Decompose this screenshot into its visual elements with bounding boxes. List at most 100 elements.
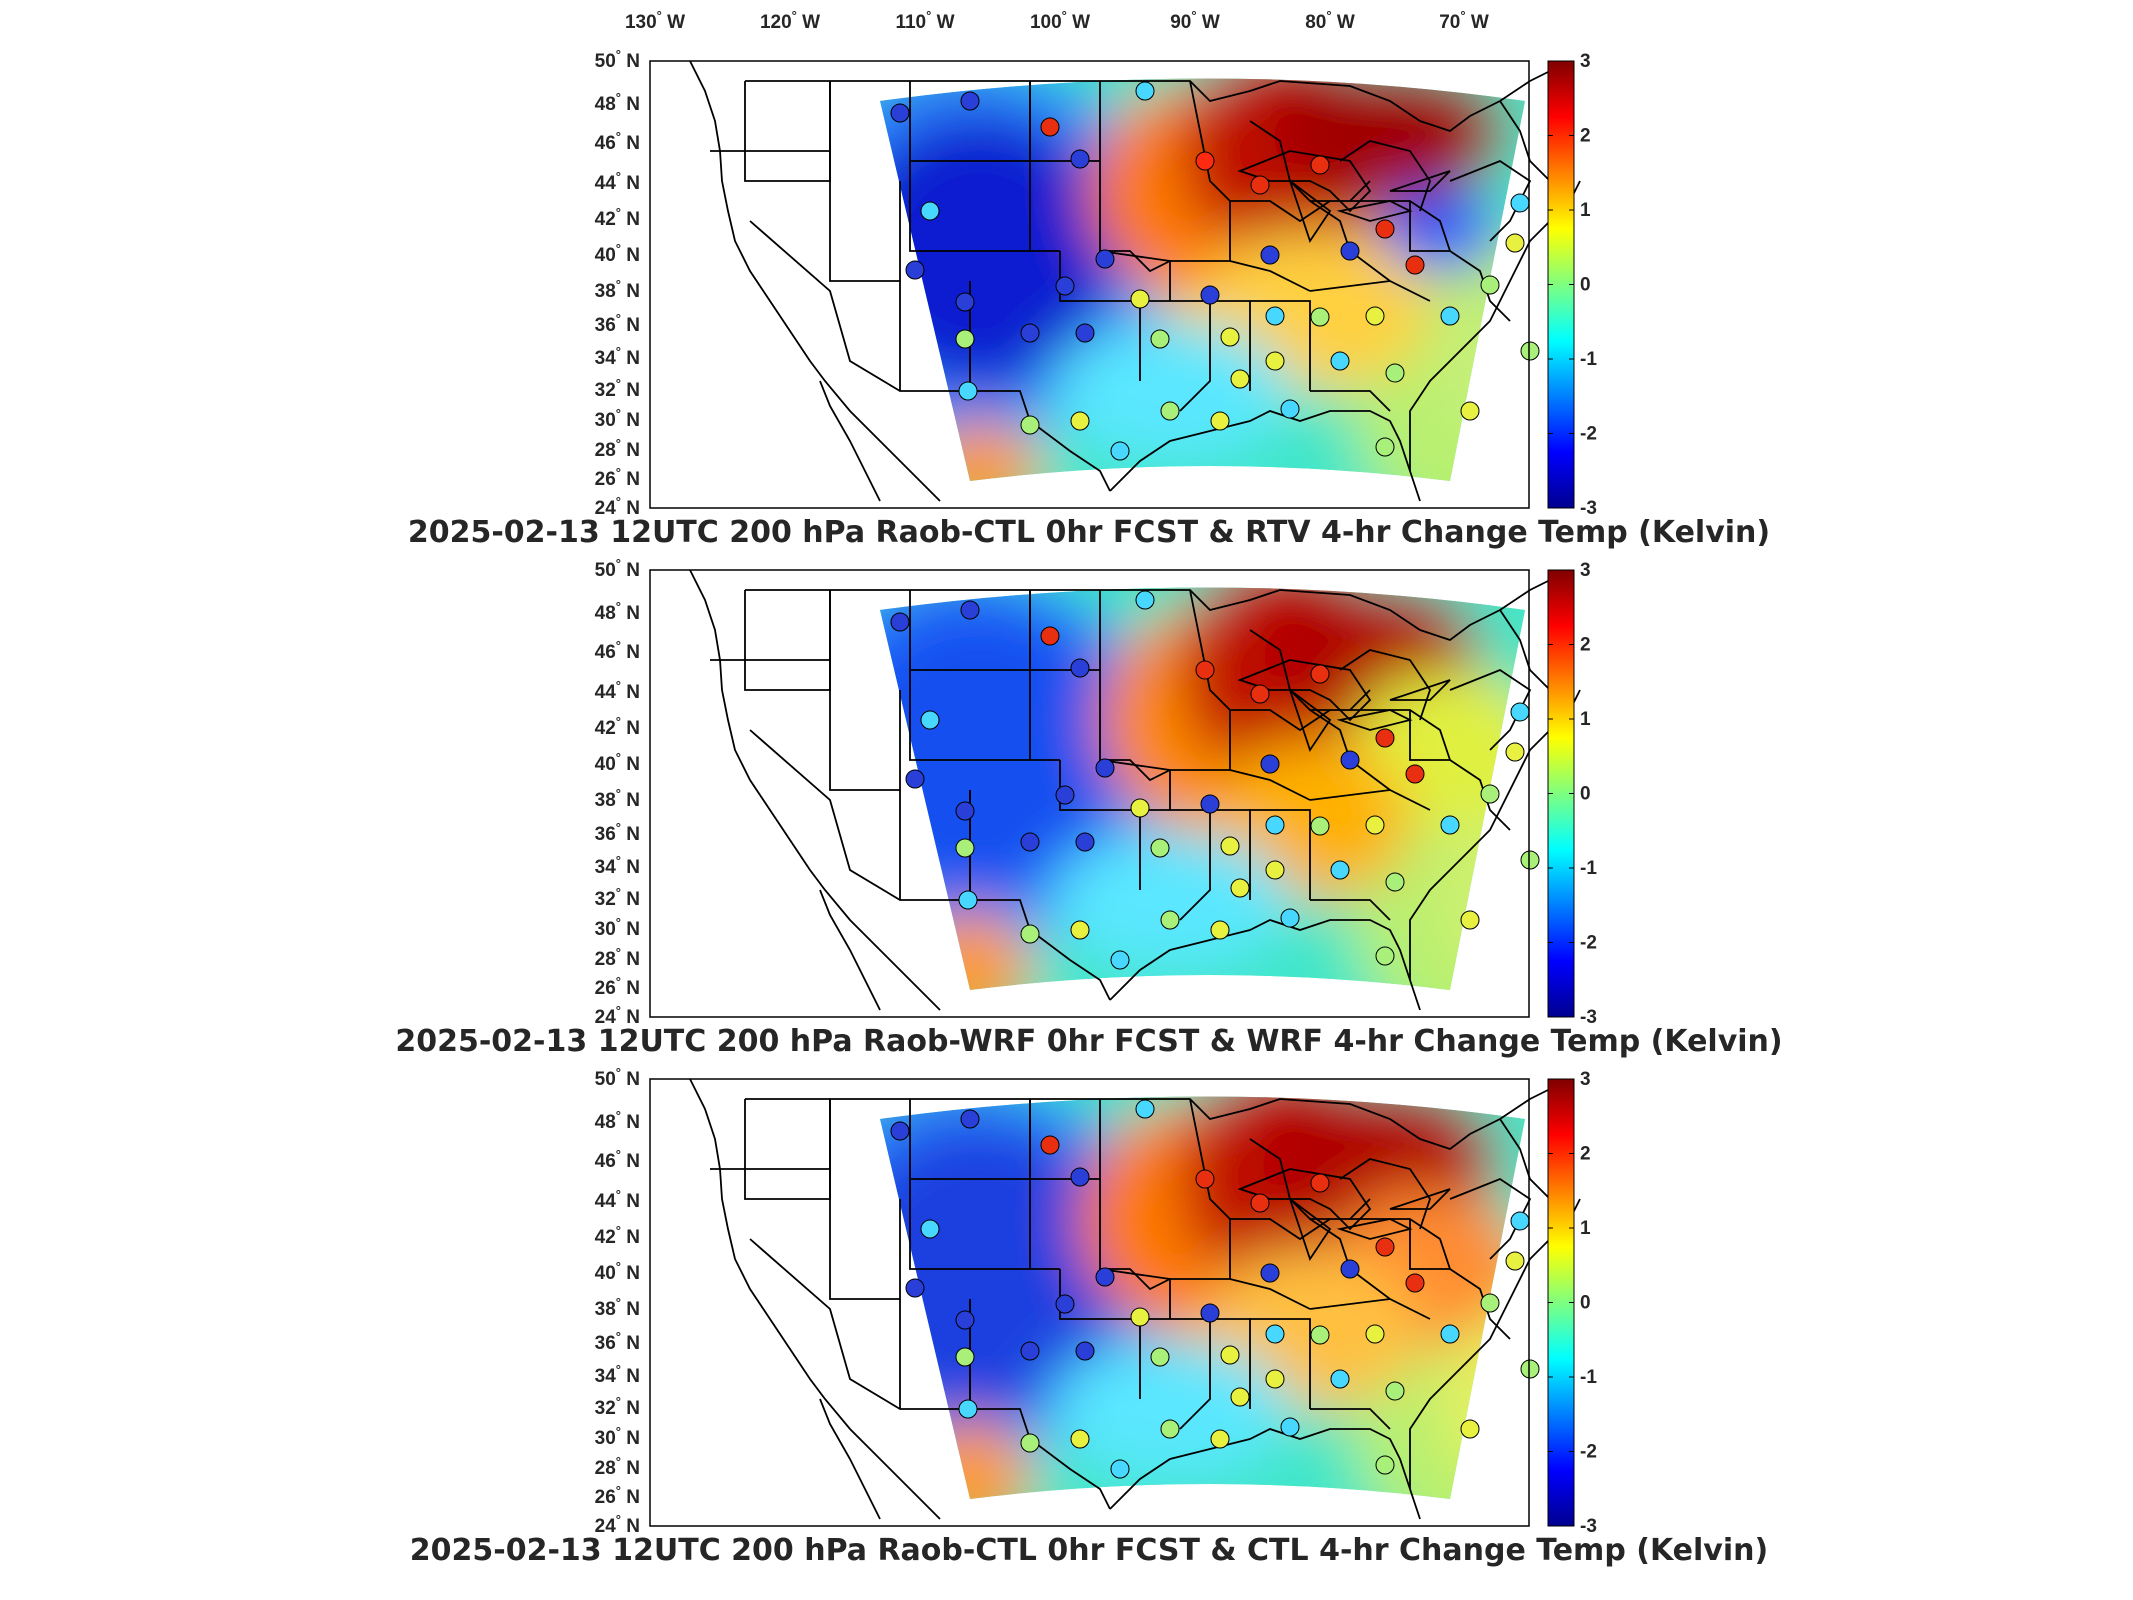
boundary-line (1499, 100, 1551, 182)
raob-station-marker (1070, 1429, 1090, 1449)
raob-station-marker (1310, 664, 1330, 684)
boundary-line (1350, 200, 1451, 252)
raob-station-marker (1365, 306, 1385, 326)
raob-station-marker (1070, 149, 1090, 169)
raob-station-marker (1095, 758, 1115, 778)
boundary-line (1336, 709, 1413, 731)
raob-station-marker (1210, 920, 1230, 940)
raob-station-marker (1375, 728, 1395, 748)
latitude-labels: 50° N 48° N 46° N 44° N 42° N 40° N 38° N 36° N… (595, 47, 640, 519)
raob-station-marker (1440, 306, 1460, 326)
raob-station-marker (1405, 1273, 1425, 1293)
boundary-line (1310, 899, 1391, 921)
raob-station-marker (1260, 1263, 1280, 1283)
raob-station-marker (1385, 1381, 1405, 1401)
field-blob (910, 1419, 1030, 1499)
field-blob (1270, 78, 1510, 201)
boundary-line (1099, 670, 1171, 782)
raob-station-marker (1220, 327, 1240, 347)
boundary-line (1449, 159, 1532, 242)
boundary-line (819, 1398, 881, 1520)
colorbar-tick-label: -3 (1580, 1516, 1597, 1537)
boundary-line (1237, 1168, 1372, 1231)
raob-station-marker (1265, 860, 1285, 880)
lat-tick-label: 26° N (595, 974, 640, 999)
lat-tick-label: 40° N (595, 1259, 640, 1284)
raob-station-marker (1040, 117, 1060, 137)
raob-station-marker (1365, 815, 1385, 835)
raob-station-marker (1075, 1341, 1095, 1361)
raob-station-marker (1020, 924, 1040, 944)
raob-station-marker (1130, 289, 1150, 309)
state-boundaries (689, 60, 1581, 502)
raob-station-marker (1135, 590, 1155, 610)
boundary-line (1059, 1269, 1141, 1399)
lat-tick-label: 26° N (595, 465, 640, 490)
raob-station-marker (955, 292, 975, 312)
raob-station-marker (920, 1219, 940, 1239)
raob-station-marker (1195, 1169, 1215, 1189)
lat-tick-label: 40° N (595, 750, 640, 775)
boundary-line (1288, 687, 1332, 753)
boundary-line (1499, 609, 1551, 691)
raob-station-marker (1220, 1345, 1240, 1365)
raob-station-marker (1135, 81, 1155, 101)
lat-tick-label: 38° N (595, 1295, 640, 1320)
lat-tick-label: 44° N (595, 1187, 640, 1212)
raob-station-marker (1160, 1419, 1180, 1439)
lat-tick-label: 42° N (595, 1223, 640, 1248)
latitude-labels: 50° N 48° N 46° N 44° N 42° N 40° N 38° N 36° N… (595, 1065, 640, 1537)
raob-station-marker (1250, 1193, 1270, 1213)
raob-station-marker (1375, 1237, 1395, 1257)
lat-tick-label: 28° N (595, 1454, 640, 1479)
raob-station-marker (905, 1278, 925, 1298)
colorbar-tick-label: -1 (1580, 1367, 1597, 1388)
lon-tick-label: 90° W (1170, 8, 1220, 33)
raob-stations (890, 590, 1540, 970)
boundary-line (1029, 81, 1101, 162)
raob-station-marker (1280, 1417, 1300, 1437)
lat-tick-label: 40° N (595, 241, 640, 266)
raob-station-marker (1330, 1369, 1350, 1389)
raob-station-marker (1055, 785, 1075, 805)
raob-station-marker (1075, 832, 1095, 852)
lat-tick-label: 50° N (595, 47, 640, 72)
raob-station-marker (1330, 351, 1350, 371)
boundary-line (1449, 668, 1532, 751)
colorbar-tick-label: -3 (1580, 1007, 1597, 1028)
colorbar-tick-label: 3 (1580, 560, 1591, 581)
panels: 50° N 48° N 46° N 44° N 42° N 40° N 38° N 36° N… (395, 47, 1782, 1568)
boundary-line (1336, 200, 1413, 222)
colorbar-tick-label: -1 (1580, 858, 1597, 879)
raob-station-marker (955, 801, 975, 821)
raob-station-marker (955, 838, 975, 858)
map-panel: 50° N 48° N 46° N 44° N 42° N 40° N 38° N 36° N… (395, 556, 1782, 1059)
raob-station-marker (1250, 684, 1270, 704)
boundary-line (1059, 251, 1141, 381)
colorbar-tick-label: 2 (1580, 126, 1591, 147)
raob-station-marker (1340, 241, 1360, 261)
raob-station-marker (1250, 175, 1270, 195)
raob-station-marker (905, 260, 925, 280)
colorbar-tick-label: 1 (1580, 200, 1591, 221)
lat-tick-label: 44° N (595, 169, 640, 194)
colorbar-tick-label: 0 (1580, 784, 1591, 805)
state-boundaries (689, 1078, 1581, 1520)
raob-station-marker (955, 1310, 975, 1330)
boundary-line (1250, 300, 1311, 391)
raob-station-marker (1405, 255, 1425, 275)
boundary-line (1249, 629, 1371, 711)
raob-station-marker (1200, 794, 1220, 814)
boundary-line (1250, 1318, 1311, 1409)
boundary-line (909, 670, 1060, 761)
boundary-line (829, 690, 901, 791)
raob-station-marker (920, 710, 940, 730)
colorbar-tick-label: -3 (1580, 498, 1597, 519)
boundary-line (1310, 390, 1391, 412)
raob-stations (890, 81, 1540, 461)
lon-tick-label: 130° W (625, 8, 685, 33)
raob-station-marker (1160, 401, 1180, 421)
boundary-line (1059, 760, 1141, 890)
colorbar-tick-label: 3 (1580, 1069, 1591, 1090)
